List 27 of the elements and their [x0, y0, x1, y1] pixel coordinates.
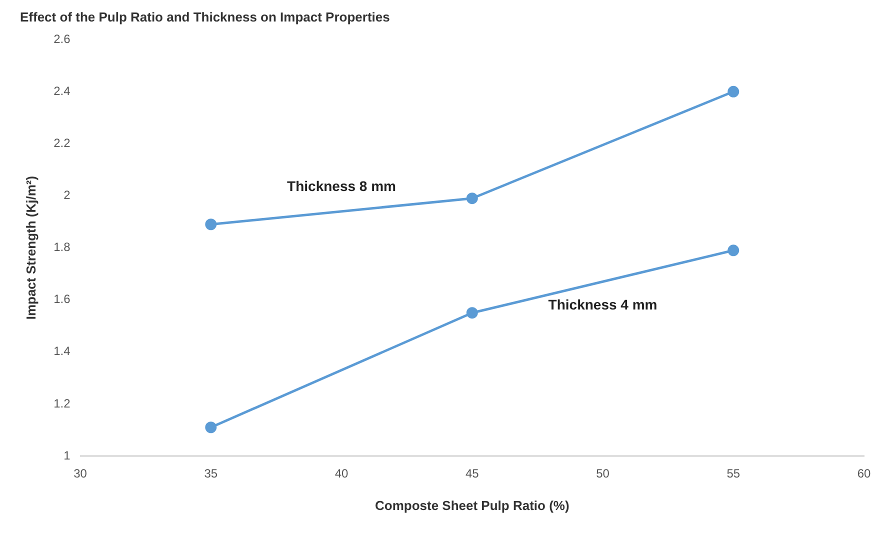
- y-tick-label: 1.4: [54, 344, 71, 358]
- series-label: Thickness 4 mm: [548, 296, 658, 312]
- y-tick-label: 1.2: [54, 396, 71, 410]
- x-tick-label: 50: [596, 466, 610, 481]
- point: [728, 244, 740, 256]
- y-axis-title: Impact Strength (Kj/m²): [23, 176, 38, 320]
- point: [205, 218, 217, 230]
- chart-title: Effect of the Pulp Ratio and Thickness on Impact Properties: [20, 9, 390, 24]
- y-tick-label: 2.4: [54, 84, 71, 98]
- y-tick-label: 1.8: [54, 240, 71, 254]
- y-tick-label: 2.6: [54, 32, 71, 46]
- x-axis-title: Composte Sheet Pulp Ratio (%): [374, 498, 570, 513]
- y-tick-label: 2.2: [54, 136, 71, 150]
- x-tick-label: 30: [74, 466, 88, 481]
- x-tick-label: 60: [857, 466, 871, 481]
- y-tick-label: 1.6: [54, 292, 71, 306]
- x-tick-label: 35: [204, 466, 218, 481]
- point: [205, 422, 217, 434]
- y-tick-label: 1: [64, 448, 71, 462]
- y-tick-label: 2: [64, 188, 71, 202]
- x-tick-label: 55: [726, 466, 740, 481]
- point: [728, 86, 740, 98]
- series-label: Thickness 8 mm: [287, 178, 396, 194]
- x-tick-label: 40: [334, 466, 349, 481]
- point: [466, 307, 478, 319]
- x-tick-label: 45: [465, 466, 480, 481]
- point: [466, 192, 478, 204]
